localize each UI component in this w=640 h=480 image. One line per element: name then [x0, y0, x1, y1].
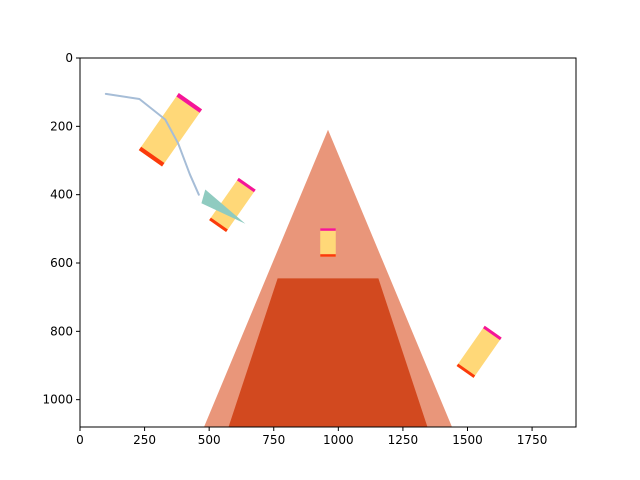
arrowhead: [201, 189, 246, 224]
x-tick-label: 0: [76, 433, 84, 447]
y-tick-label: 800: [50, 324, 73, 338]
stripe-2: [209, 177, 256, 233]
x-tick-label: 1500: [452, 433, 483, 447]
stripe-end-orange: [209, 217, 228, 233]
y-axis: 0 200 400 600 800 1000: [42, 51, 80, 407]
chart-marks: [104, 92, 502, 427]
stripe-body: [209, 177, 256, 233]
stripe-end-magenta: [483, 325, 502, 341]
stripe-end-orange: [138, 146, 165, 167]
y-tick-label: 200: [50, 119, 73, 133]
x-tick-label: 1000: [323, 433, 354, 447]
stripe-end-magenta: [236, 177, 256, 193]
inner-trapezoid: [228, 278, 428, 427]
x-axis: 0 250 500 750 1000 1250 1500 1750: [76, 427, 547, 447]
y-tick-label: 1000: [42, 393, 73, 407]
stripe-3: [320, 228, 336, 257]
x-tick-label: 1750: [517, 433, 548, 447]
x-tick-label: 250: [133, 433, 156, 447]
stripe-body: [320, 228, 336, 257]
plot-frame: [79, 57, 577, 428]
x-tick-label: 1250: [388, 433, 419, 447]
stripe-end-magenta: [176, 93, 203, 113]
stripe-end-magenta: [320, 228, 336, 231]
y-tick-label: 600: [50, 256, 73, 270]
stripe-body: [456, 325, 502, 378]
stripe-end-orange: [456, 363, 476, 378]
stripe-end-orange: [320, 254, 336, 257]
curve-line: [104, 92, 200, 196]
x-tick-label: 750: [262, 433, 285, 447]
y-tick-label: 400: [50, 188, 73, 202]
stripe-4: [456, 325, 502, 378]
x-tick-label: 500: [198, 433, 221, 447]
y-tick-label: 0: [65, 51, 73, 65]
